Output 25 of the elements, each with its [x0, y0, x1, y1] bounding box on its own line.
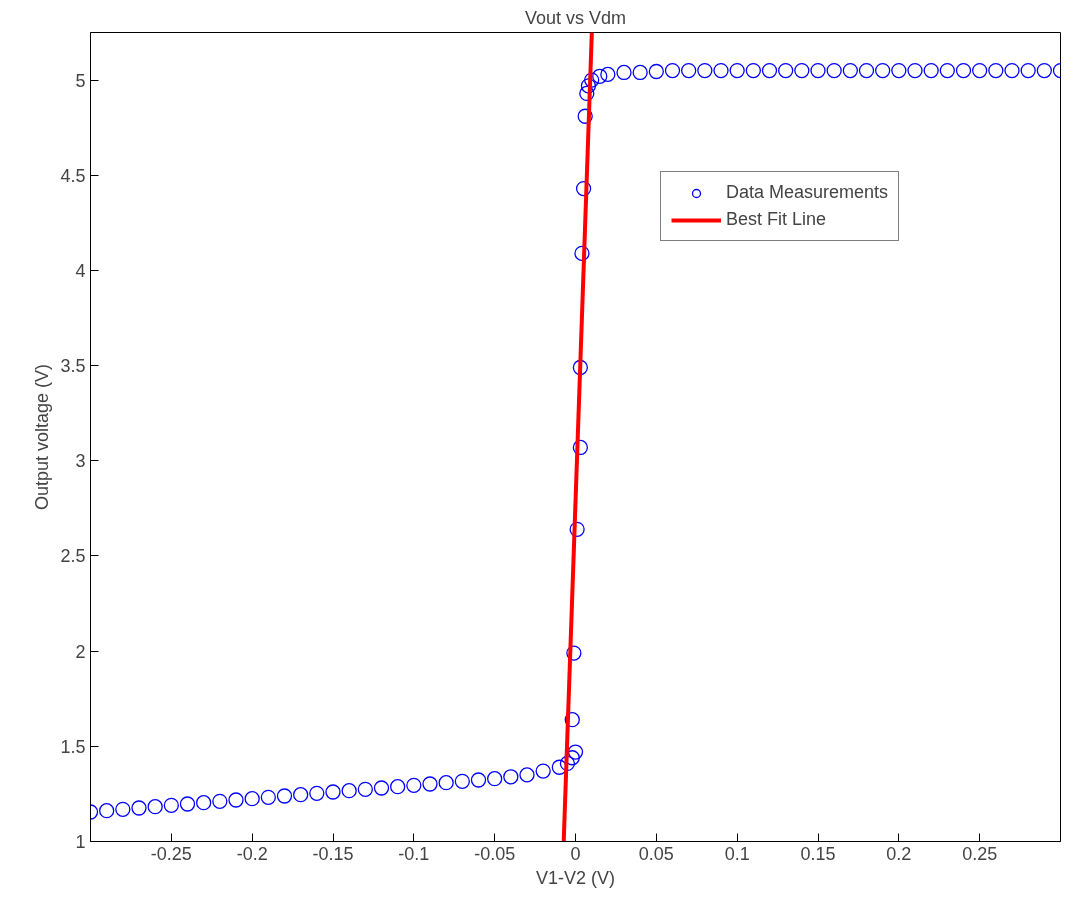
x-tick-label: 0.2 — [886, 843, 912, 864]
x-tick-label: 0.25 — [962, 843, 998, 864]
x-tick-label: 0 — [570, 843, 581, 864]
y-tick-label: 3 — [75, 451, 86, 472]
y-tick-label: 1 — [75, 832, 86, 852]
legend-label: Best Fit Line — [726, 209, 827, 230]
chart-title: Vout vs Vdm — [524, 7, 627, 28]
y-tick-label: 3.5 — [60, 356, 86, 377]
y-tick-label: 2 — [75, 641, 86, 662]
legend-label: Data Measurements — [726, 182, 889, 203]
x-tick-label: 0.05 — [638, 843, 674, 864]
x-tick-label: -0.2 — [236, 843, 268, 864]
y-tick-label: 4 — [75, 260, 86, 281]
y-tick-label: 1.5 — [60, 736, 86, 757]
y-tick-label: 2.5 — [60, 546, 86, 567]
x-axis-title: V1-V2 (V) — [535, 867, 616, 888]
y-axis-title: Output voltage (V) — [32, 363, 53, 511]
x-tick-label: -0.05 — [474, 843, 516, 864]
x-tick-label: -0.1 — [398, 843, 430, 864]
x-tick-label: -0.15 — [312, 843, 354, 864]
y-tick-label: 5 — [75, 70, 86, 91]
x-tick-label: 0.1 — [724, 843, 750, 864]
x-tick-label: -0.25 — [150, 843, 192, 864]
y-tick-label: 4.5 — [60, 165, 86, 186]
x-tick-label: 0.15 — [800, 843, 836, 864]
